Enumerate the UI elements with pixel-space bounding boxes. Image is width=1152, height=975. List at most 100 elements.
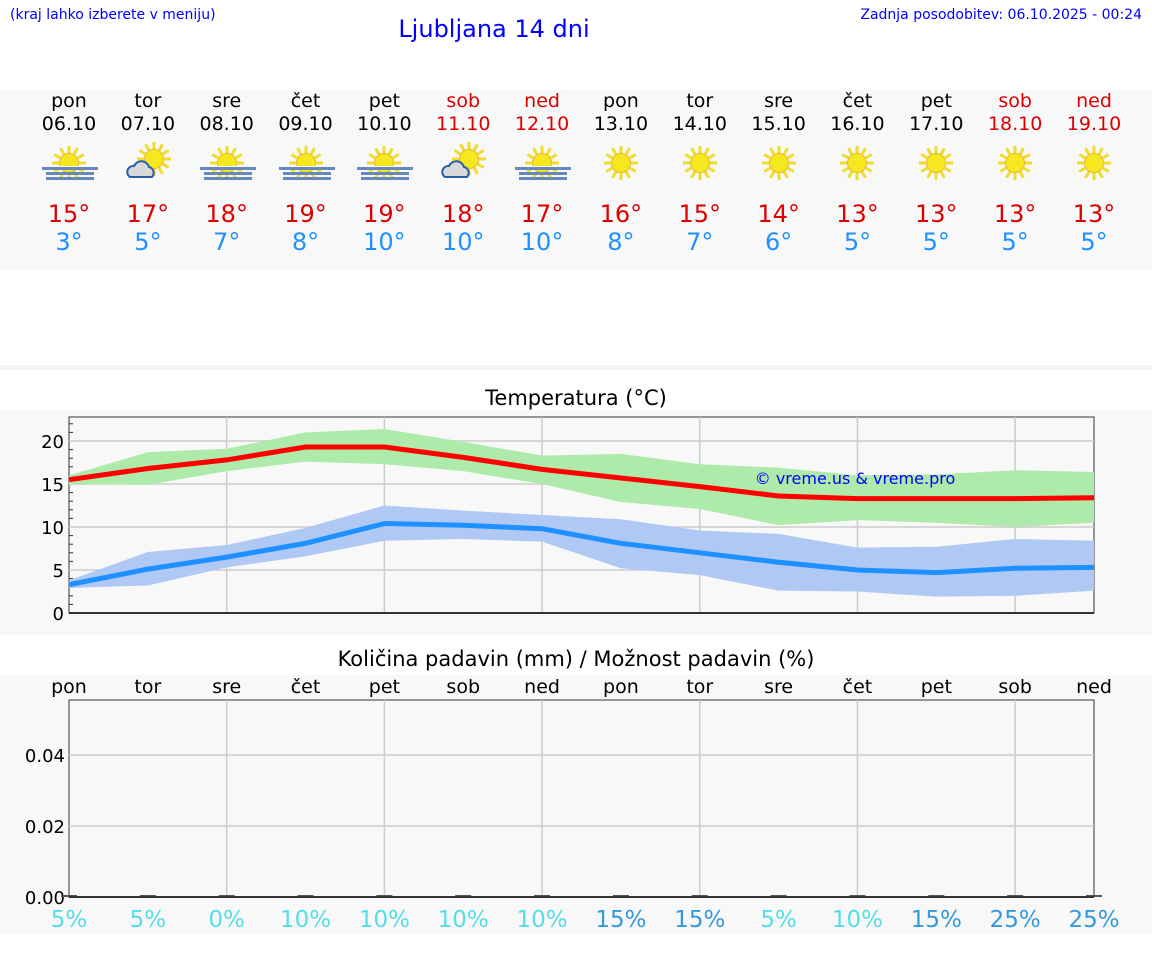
max-temp: 13° [915,200,958,228]
max-temp: 13° [836,200,879,228]
sun-fog-icon [502,136,582,196]
page-title: Ljubljana 14 dni [398,15,590,43]
precip-probability: 10% [517,907,568,933]
x-category-label: sob [998,676,1032,698]
y-tick-label: 20 [41,432,64,453]
x-category-label: čet [843,676,873,698]
max-temp: 15° [678,200,722,228]
day-date: 12.10 [514,113,570,135]
precip-probability: 15% [674,907,725,933]
max-temp: 14° [757,200,800,228]
last-updated: Zadnja posodobitev: 06.10.2025 - 00:24 [860,7,1142,23]
x-category-label: ned [524,676,560,698]
min-temp: 3° [55,228,83,256]
max-temp: 18° [441,200,485,228]
day-column: pon 13.10 16° 8° [581,90,661,256]
day-name: pet [368,90,400,112]
day-date: 07.10 [120,113,176,135]
day-name: sob [446,90,481,112]
y-tick-label: 10 [41,518,64,539]
plot-area [68,699,1095,898]
day-column: pon 06.10 15° 3° [29,90,109,256]
precip-probability: 5% [51,907,88,933]
x-category-label: tor [134,676,161,698]
sun-icon [975,136,1055,196]
sun-cloud-icon [108,136,188,196]
day-date: 11.10 [436,113,491,135]
sun-icon [660,136,740,196]
day-date: 10.10 [357,113,412,135]
day-column: sob 18.10 13° 5° [975,90,1055,256]
y-tick-label: 0 [53,604,64,625]
day-date: 06.10 [41,113,97,135]
max-temp: 18° [205,200,248,228]
precip-probability: 10% [438,907,489,933]
min-temp: 7° [213,228,241,256]
precip-probability: 0% [208,907,245,933]
x-category-label: pon [51,676,87,698]
temperature-chart-title: Temperatura (°C) [485,386,667,410]
day-column: tor 07.10 17° 5° [108,90,188,256]
sun-fog-icon [187,136,267,196]
day-column: pet 17.10 13° 5° [896,90,976,256]
y-tick-label: 0.02 [25,817,65,838]
day-name: tor [686,90,714,112]
sun-fog-icon [29,136,109,196]
max-temp: 19° [284,200,327,228]
precip-probability: 5% [760,907,797,933]
day-name: sob [998,90,1032,112]
precip-probability: 10% [280,907,331,933]
day-column: pet 10.10 19° 10° [344,90,424,256]
day-name: ned [1076,90,1112,112]
y-tick-label: 0.04 [25,746,65,767]
sun-cloud-icon [423,136,503,196]
max-temp: 17° [520,200,564,228]
day-name: pet [920,90,952,112]
max-temp: 16° [599,200,643,228]
max-temp-range-band [69,428,1094,527]
day-column: sob 11.10 18° 10° [423,90,503,256]
x-category-label: sre [212,676,241,698]
x-category-label: sob [446,676,480,698]
min-temp: 7° [686,228,714,256]
sun-icon [817,136,897,196]
sun-icon [739,136,819,196]
x-category-label: tor [686,676,713,698]
day-name: tor [134,90,162,112]
x-category-label: pet [369,676,400,698]
day-name: sre [764,90,794,112]
day-date: 16.10 [830,113,885,135]
sun-fog-icon [266,136,346,196]
day-column: ned 19.10 13° 5° [1054,90,1134,256]
day-date: 15.10 [751,113,806,135]
daily-forecast-strip: pon 06.10 15° 3° tor 07.10 17° 5° sre 08.1… [0,90,1152,270]
sun-icon [1054,136,1134,196]
location-hint: (kraj lahko izberete v meniju) [10,7,216,23]
day-column: ned 12.10 17° 10° [502,90,582,256]
precip-probability: 10% [359,907,410,933]
day-name: ned [524,90,560,112]
day-column: čet 09.10 19° 8° [266,90,346,256]
min-temp: 10° [363,228,406,256]
day-date: 18.10 [987,113,1043,135]
day-date: 13.10 [593,113,649,135]
sun-icon [896,136,976,196]
day-column: čet 16.10 13° 5° [817,90,897,256]
day-name: pon [51,90,87,112]
precip-probability: 25% [1068,907,1119,933]
y-tick-label: 5 [53,561,64,582]
max-temp: 13° [993,200,1037,228]
day-date: 09.10 [278,113,333,135]
divider [0,365,1152,370]
min-temp: 5° [843,228,872,256]
day-name: sre [212,90,242,112]
min-temp-range-band [69,505,1094,597]
min-temp: 5° [134,228,162,256]
day-date: 19.10 [1066,113,1122,135]
max-temp: 15° [47,200,91,228]
min-temp-line [68,521,1095,588]
day-column: sre 15.10 14° 6° [739,90,819,256]
precip-probability: 5% [130,907,167,933]
x-category-label: pet [921,676,952,698]
